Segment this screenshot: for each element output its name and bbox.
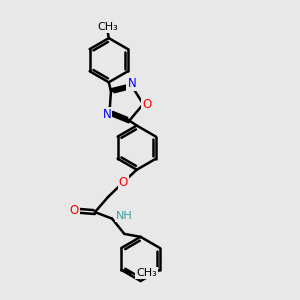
Text: N: N (128, 77, 136, 90)
Text: CH₃: CH₃ (136, 268, 157, 278)
Text: CH₃: CH₃ (97, 22, 118, 32)
Text: NH: NH (116, 211, 132, 221)
Text: O: O (142, 98, 151, 111)
Text: O: O (70, 204, 79, 217)
Text: O: O (119, 176, 128, 189)
Text: N: N (103, 107, 112, 121)
